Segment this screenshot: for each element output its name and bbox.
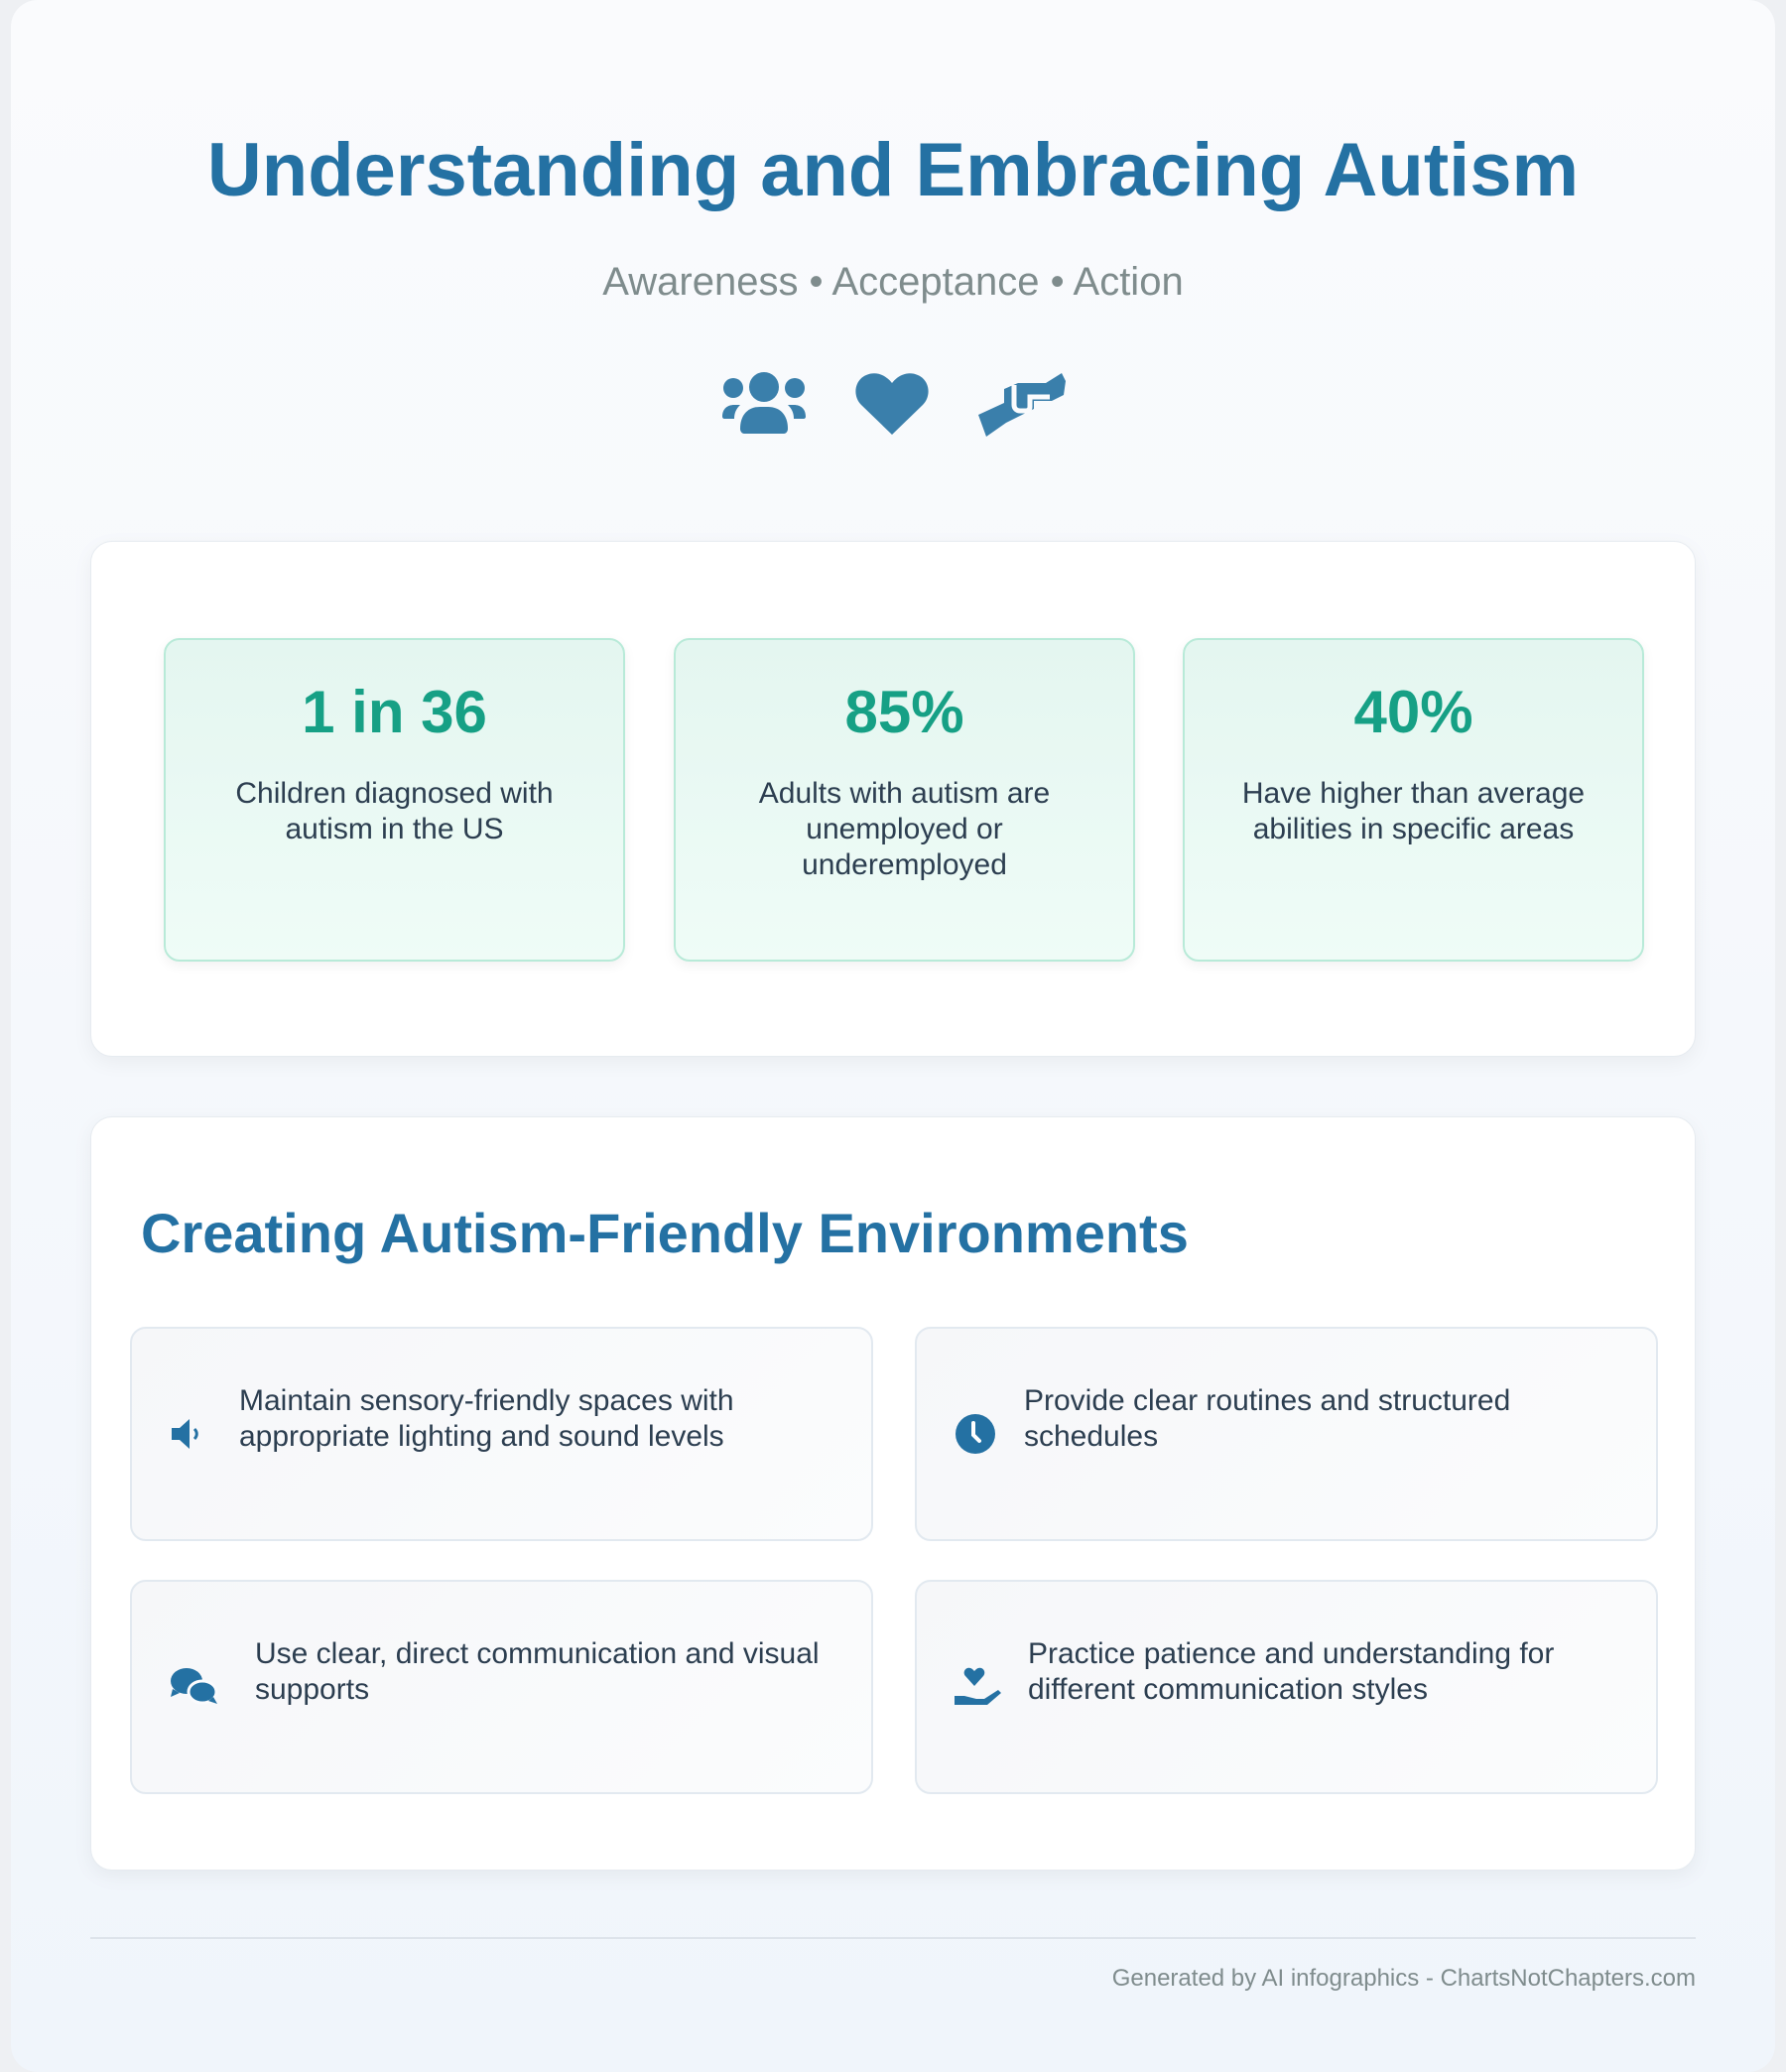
environments-panel: Creating Autism-Friendly Environments Ma… xyxy=(90,1116,1696,1871)
stat-label: Children diagnosed with autism in the US xyxy=(235,777,554,845)
stat-card: 1 in 36 Children diagnosed with autism i… xyxy=(164,638,625,962)
handshake-icon xyxy=(978,373,1066,437)
footer-credit: Generated by AI infographics - ChartsNot… xyxy=(1111,1965,1696,1992)
stat-label: Adults with autism are unemployed or und… xyxy=(758,777,1051,881)
stat-label: Have higher than average abilities in sp… xyxy=(1241,777,1586,845)
page-subtitle: Awareness • Acceptance • Action xyxy=(602,260,1184,304)
stat-card: 40% Have higher than average abilities i… xyxy=(1183,638,1644,962)
tip-card: Provide clear routines and structured sc… xyxy=(915,1327,1658,1541)
stat-value: 85% xyxy=(844,679,964,745)
tip-card: Maintain sensory-friendly spaces with ap… xyxy=(130,1327,873,1541)
stat-card: 85% Adults with autism are unemployed or… xyxy=(674,638,1135,962)
page-title: Understanding and Embracing Autism xyxy=(206,128,1580,212)
tip-text: Maintain sensory-friendly spaces with ap… xyxy=(239,1384,734,1453)
header-icons xyxy=(11,367,1775,439)
comments-icon xyxy=(170,1667,255,1707)
heart-icon xyxy=(855,373,929,435)
section-heading: Creating Autism-Friendly Environments xyxy=(141,1202,1189,1264)
tip-card: Use clear, direct communication and visu… xyxy=(130,1580,873,1794)
tip-text: Provide clear routines and structured sc… xyxy=(1024,1384,1511,1453)
stats-panel: 1 in 36 Children diagnosed with autism i… xyxy=(90,541,1696,1057)
users-icon xyxy=(722,372,806,434)
clock-icon xyxy=(955,1413,1024,1455)
hand-holding-heart-icon xyxy=(955,1664,1028,1710)
stat-value: 40% xyxy=(1353,679,1473,745)
stat-value: 1 in 36 xyxy=(302,679,487,745)
tip-card: Practice patience and understanding for … xyxy=(915,1580,1658,1794)
tip-text: Use clear, direct communication and visu… xyxy=(255,1637,820,1706)
tip-text: Practice patience and understanding for … xyxy=(1028,1637,1555,1706)
volume-icon xyxy=(170,1417,239,1451)
infographic-page: Understanding and Embracing Autism Aware… xyxy=(11,0,1775,2072)
footer-divider xyxy=(90,1937,1696,1939)
